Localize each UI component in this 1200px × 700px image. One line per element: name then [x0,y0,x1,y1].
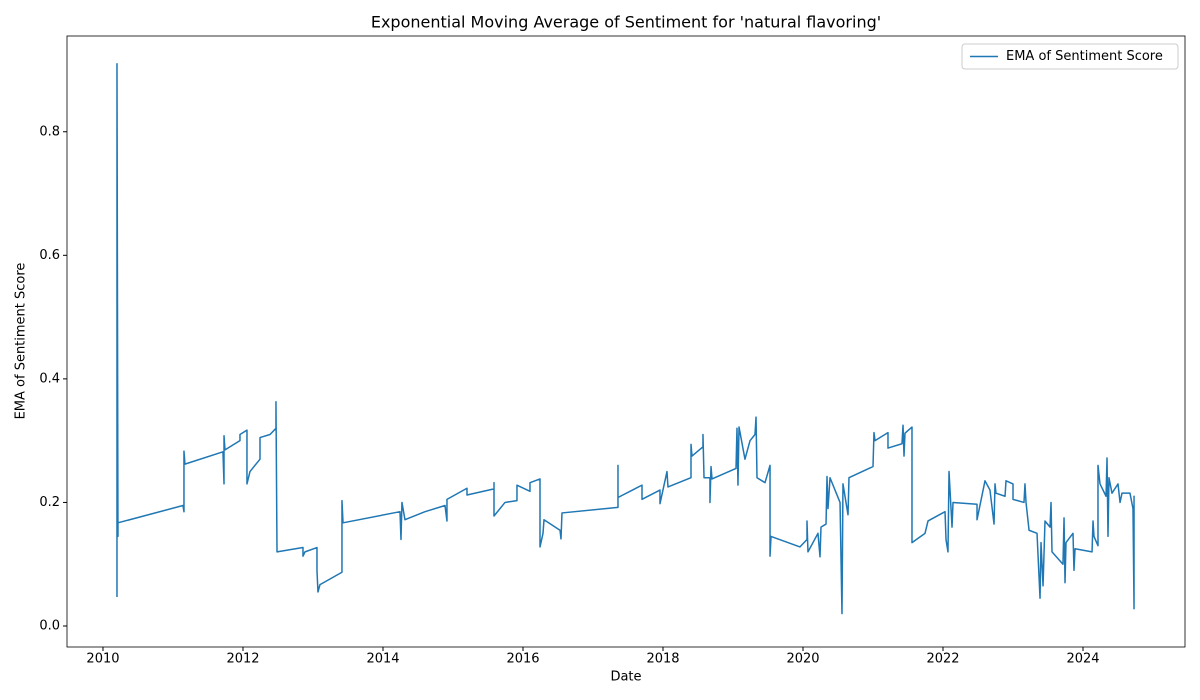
x-tick-label: 2016 [506,652,539,667]
y-tick-label: 0.0 [39,618,60,633]
legend-label: EMA of Sentiment Score [1006,49,1163,64]
y-axis-label: EMA of Sentiment Score [14,263,29,420]
x-tick-label: 2022 [926,652,959,667]
x-tick-label: 2012 [226,652,259,667]
legend-box [961,43,1179,70]
x-tick-label: 2018 [646,652,679,667]
chart-title: Exponential Moving Average of Sentiment … [371,13,881,32]
y-tick-label: 0.2 [39,495,60,510]
y-tick-label: 0.4 [39,371,60,386]
x-tick-label: 2020 [786,652,819,667]
line-series [116,63,1135,615]
x-tick-label: 2024 [1066,652,1099,667]
plot-frame [66,35,1186,648]
x-tick-label: 2014 [366,652,399,667]
x-tick-label: 2010 [86,652,119,667]
y-tick-label: 0.6 [39,248,60,263]
y-tick-label: 0.8 [39,124,60,139]
x-axis-label: Date [610,670,641,685]
